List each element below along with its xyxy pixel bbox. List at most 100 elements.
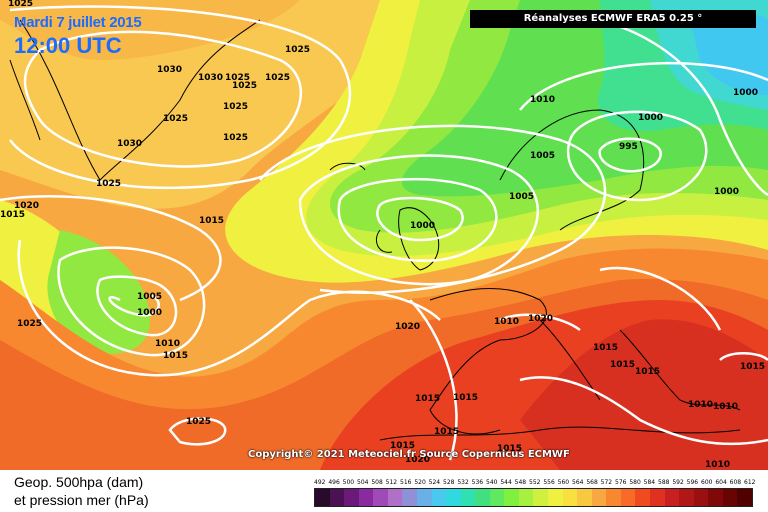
isobar-label: 1025 xyxy=(163,114,188,124)
color-scale-bar xyxy=(314,488,753,507)
legend-tick-label: 536 xyxy=(471,479,484,486)
isobar-label: 1010 xyxy=(155,339,180,349)
isobar-label: 1030 xyxy=(198,73,223,83)
isobar-label: 1025 xyxy=(232,81,257,91)
isobar-label: 1015 xyxy=(199,216,224,226)
legend-tick-label: 524 xyxy=(428,479,441,486)
isobar-1010-south xyxy=(519,376,768,446)
coast-ireland xyxy=(376,229,393,253)
legend-tick-label: 596 xyxy=(686,479,699,486)
isobar-label: 1010 xyxy=(494,317,519,327)
isobar-label: 1025 xyxy=(285,45,310,55)
isobar-label: 1005 xyxy=(137,292,162,302)
isobar-label: 1015 xyxy=(434,427,459,437)
legend-tick-label: 560 xyxy=(557,479,570,486)
legend-tick-label: 604 xyxy=(715,479,727,486)
isobar-label: 1020 xyxy=(528,314,553,324)
isobar-1020-iberia xyxy=(409,299,458,461)
coast-western-europe xyxy=(429,288,547,435)
isobar-label: 1005 xyxy=(530,151,555,161)
coast-greenland xyxy=(19,19,261,181)
legend-title-geop: Geop. 500hpa (dam) xyxy=(14,474,144,490)
legend-title-pressure: et pression mer (hPa) xyxy=(14,492,149,508)
isobars xyxy=(0,5,768,461)
isobar-label: 1025 xyxy=(96,179,121,189)
copyright-notice: Copyright© 2021 Meteociel.fr Source Cope… xyxy=(248,449,570,460)
isobar-label: 995 xyxy=(619,142,638,152)
legend-swatch xyxy=(722,489,738,506)
legend-swatch xyxy=(446,489,461,506)
isobar-995-scand xyxy=(598,137,662,173)
isobar-label: 1000 xyxy=(137,308,162,318)
legend-swatch xyxy=(591,489,607,506)
legend-tick-label: 568 xyxy=(586,479,598,486)
legend-swatch xyxy=(693,489,709,506)
legend-swatch xyxy=(577,489,592,506)
coast-balkans xyxy=(619,329,741,411)
coast-canada xyxy=(9,59,41,141)
legend-tick-label: 572 xyxy=(600,479,613,486)
isobar-1000-low xyxy=(108,293,160,317)
legend-swatch xyxy=(475,489,490,506)
coast-iceland xyxy=(329,162,366,171)
legend-tick-label: 556 xyxy=(543,479,555,486)
coast-britain xyxy=(398,207,440,271)
legend-swatch xyxy=(649,489,665,506)
legend-swatch xyxy=(708,489,723,506)
isobar-1000-uk xyxy=(376,196,464,242)
isobar-label: 1010 xyxy=(705,460,730,470)
legend-tick-label: 548 xyxy=(514,479,527,486)
isobar-label: 1030 xyxy=(117,139,142,149)
isobar-label: 1000 xyxy=(714,187,739,197)
isobar-label: 1025 xyxy=(186,417,211,427)
legend-tick-labels: 492 496 500 504 508 512 516 520 524 528 532 536 540 5… xyxy=(314,479,756,487)
legend-swatch xyxy=(416,489,432,506)
isobar-label: 1025 xyxy=(223,102,248,112)
legend-swatch xyxy=(460,489,476,506)
isobar-label: 1015 xyxy=(0,210,25,220)
legend-tick-label: 504 xyxy=(357,479,369,486)
map-time: 12:00 UTC xyxy=(14,33,122,58)
legend-swatch xyxy=(402,489,417,506)
source-label: Réanalyses ECMWF ERA5 0.25 ° xyxy=(470,10,756,28)
isobar-label: 1005 xyxy=(509,192,534,202)
legend-tick-label: 584 xyxy=(643,479,656,486)
isobar-label: 1010 xyxy=(530,95,555,105)
legend-swatch xyxy=(387,489,403,506)
isobar-label: 1000 xyxy=(638,113,663,123)
legend-swatch xyxy=(606,489,621,506)
isobar-label: 1015 xyxy=(415,394,440,404)
legend-tick-label: 508 xyxy=(371,479,383,486)
coast-north-africa xyxy=(379,426,741,441)
legend-swatch xyxy=(315,489,330,506)
legend-swatch xyxy=(504,489,519,506)
isobar-labels: 1025 1025 1030 1030 1025 1025 1025 1025 … xyxy=(0,0,765,470)
legend-tick-label: 576 xyxy=(615,479,627,486)
isobar-label: 1015 xyxy=(453,393,478,403)
isobar-label: 1020 xyxy=(395,322,420,332)
isobar-label: 1015 xyxy=(497,444,522,454)
isobar-1030-greenland xyxy=(23,30,303,168)
legend-swatch xyxy=(358,489,374,506)
isobar-1020-alps xyxy=(499,313,581,332)
isobar-label: 1020 xyxy=(14,201,39,211)
legend-swatch xyxy=(489,489,505,506)
legend-tick-label: 612 xyxy=(744,479,756,486)
legend-tick-label: 544 xyxy=(500,479,512,486)
legend-tick-label: 520 xyxy=(414,479,426,486)
isobar-label: 1015 xyxy=(740,362,765,372)
legend-tick-label: 500 xyxy=(342,479,355,486)
legend-swatch xyxy=(635,489,650,506)
isobar-label: 1025 xyxy=(225,73,250,83)
isobar-label: 1020 xyxy=(405,455,430,465)
legend-tick-label: 516 xyxy=(400,479,412,486)
isobar-1015-uk xyxy=(259,124,607,294)
isobar-1025-atlantic xyxy=(168,417,227,446)
legend-swatch xyxy=(737,489,752,506)
legend-swatch xyxy=(620,489,636,506)
isobar-label: 1000 xyxy=(410,221,435,231)
legend-tick-label: 540 xyxy=(486,479,498,486)
isobar-label: 1025 xyxy=(265,73,290,83)
isobar-label: 1015 xyxy=(163,351,188,361)
isobar-label: 1015 xyxy=(610,360,635,370)
